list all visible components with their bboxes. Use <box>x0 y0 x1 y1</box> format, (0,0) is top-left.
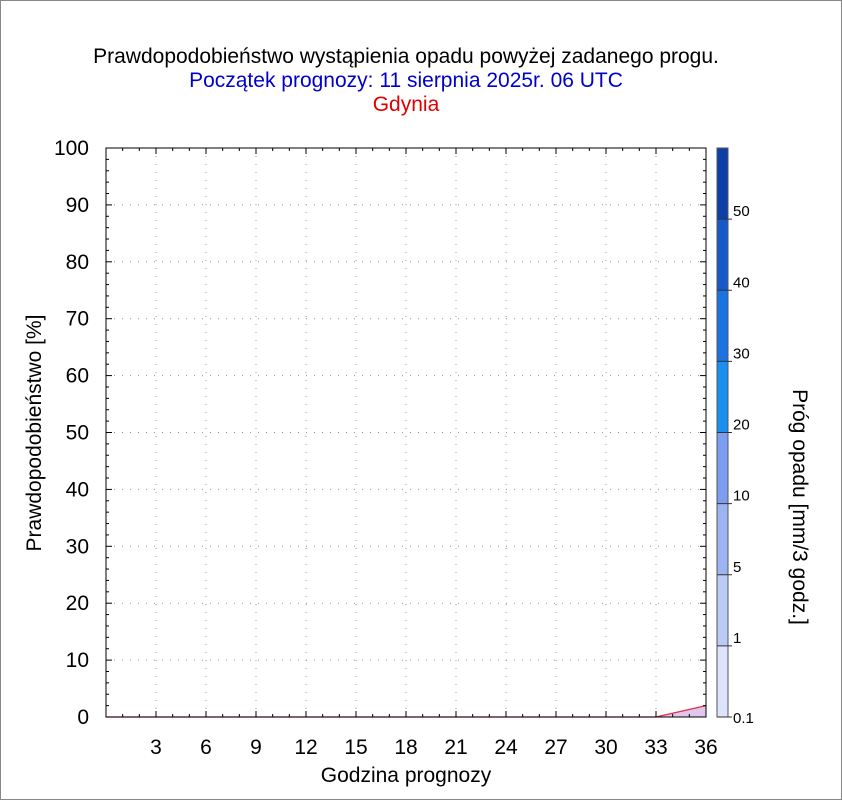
x-tick-label: 30 <box>594 736 617 759</box>
colorbar-segment <box>717 290 728 362</box>
x-tick-label: 24 <box>494 736 518 759</box>
y-tick-label: 20 <box>66 592 89 615</box>
x-tick-label: 18 <box>394 736 417 759</box>
y-tick-label: 10 <box>66 649 89 672</box>
y-tick-label: 30 <box>66 535 89 558</box>
colorbar-label: 1 <box>733 630 741 647</box>
colorbar-segment <box>717 645 728 717</box>
x-axis-label: Godzina prognozy <box>321 764 492 787</box>
colorbar-segment <box>717 361 728 433</box>
y-tick-label: 80 <box>66 251 89 274</box>
x-tick-label: 12 <box>294 736 317 759</box>
x-tick-label: 3 <box>150 736 162 759</box>
x-tick-label: 9 <box>250 736 262 759</box>
x-tick-label: 6 <box>200 736 212 759</box>
x-tick-label: 15 <box>344 736 367 759</box>
colorbar-title: Próg opadu [mm/3 godz.] <box>788 389 811 625</box>
y-tick-labels: 0 10 20 30 40 50 60 70 80 90 100 <box>54 137 89 729</box>
chart-title: Prawdopodobieństwo wystąpienia opadu pow… <box>93 45 719 68</box>
y-tick-label: 60 <box>66 365 89 388</box>
x-tick-label: 27 <box>544 736 567 759</box>
grid <box>106 148 706 717</box>
x-tick-labels: 3 6 9 12 15 18 21 24 27 30 33 36 <box>150 736 718 759</box>
x-tick-label: 21 <box>444 736 467 759</box>
y-tick-label: 90 <box>66 194 89 217</box>
colorbar-label: 20 <box>733 417 750 434</box>
colorbar-label: 40 <box>733 274 750 291</box>
chart-subtitle: Początek prognozy: 11 sierpnia 2025r. 06… <box>189 69 623 92</box>
colorbar-label: 50 <box>733 203 750 220</box>
y-axis-label: Prawdopodobieństwo [%] <box>23 315 46 552</box>
x-tick-label: 36 <box>694 736 717 759</box>
colorbar-segment <box>717 432 728 504</box>
axis-ticks <box>105 147 707 718</box>
colorbar-label: 5 <box>733 559 741 576</box>
colorbar-label: 0.1 <box>733 710 754 727</box>
colorbar-labels: 0.1 1 5 10 20 30 40 50 <box>717 203 754 727</box>
y-tick-label: 0 <box>77 706 89 729</box>
colorbar-label: 30 <box>733 345 750 362</box>
plot-area <box>105 147 707 718</box>
location-name: Gdynia <box>373 93 440 116</box>
y-tick-label: 100 <box>54 137 89 160</box>
colorbar-segment <box>717 219 728 291</box>
colorbar-segment <box>717 574 728 646</box>
colorbar-label: 10 <box>733 488 750 505</box>
y-tick-label: 70 <box>66 308 89 331</box>
y-tick-label: 50 <box>66 422 89 445</box>
x-tick-label: 33 <box>644 736 667 759</box>
y-tick-label: 40 <box>66 478 89 501</box>
colorbar-segment <box>717 148 728 220</box>
colorbar-segment <box>717 503 728 575</box>
